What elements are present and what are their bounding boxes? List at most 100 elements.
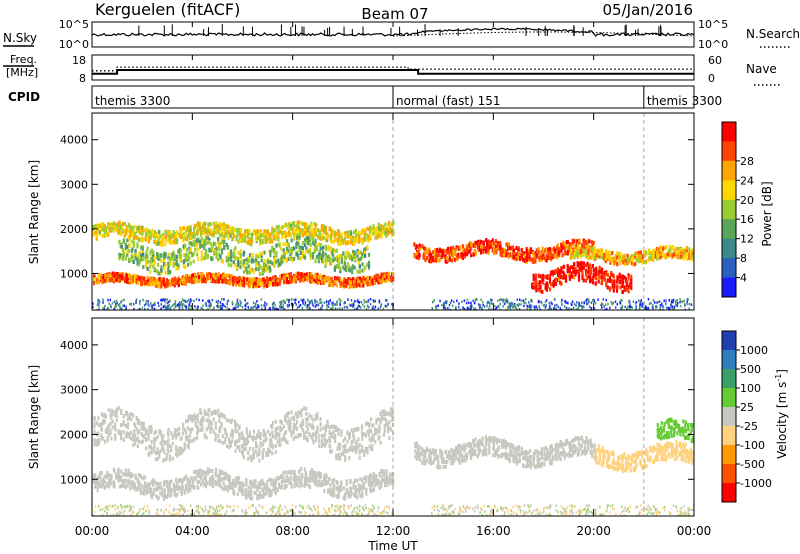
power-cell <box>266 303 268 306</box>
velocity-cell <box>162 446 165 451</box>
power-cell <box>392 308 395 310</box>
power-cell <box>670 304 672 307</box>
power-cell <box>158 304 160 308</box>
power-cell <box>289 274 293 279</box>
power-cell <box>277 243 280 247</box>
velocity-cell <box>171 435 174 440</box>
power-cell <box>677 250 680 255</box>
power-cell <box>472 243 475 248</box>
power-cell <box>481 307 483 310</box>
power-cell <box>673 307 676 310</box>
power-cell <box>630 274 633 279</box>
power-cell <box>217 302 219 305</box>
power-cell <box>293 278 296 283</box>
power-cell <box>550 271 553 276</box>
freq-tick-bottom: 8 <box>79 72 86 85</box>
power-cell <box>360 278 363 282</box>
power-cell <box>163 305 165 308</box>
power-cell <box>573 255 576 260</box>
power-cell <box>286 242 289 247</box>
power-cell <box>281 254 284 259</box>
power-cell <box>252 306 254 310</box>
power-cell <box>132 260 135 265</box>
power-cell <box>149 259 152 264</box>
power-cell <box>192 280 195 285</box>
power-cell <box>132 254 135 259</box>
power-cell <box>218 252 221 257</box>
power-cell <box>291 277 294 282</box>
velocity-cell <box>182 448 185 453</box>
power-cell <box>629 258 632 263</box>
power-cell <box>605 303 607 306</box>
power-cell <box>442 303 445 307</box>
power-cell <box>92 302 94 305</box>
power-cell <box>178 254 181 259</box>
power-cell <box>276 308 278 310</box>
power-cell <box>255 261 258 266</box>
power-cell <box>303 243 307 248</box>
power-cell <box>248 231 251 236</box>
power-cell <box>483 305 486 308</box>
power-cell <box>534 251 537 256</box>
power-cell <box>170 252 173 257</box>
power-cell <box>218 247 221 252</box>
power-cell <box>219 233 222 238</box>
power-cell <box>173 283 176 288</box>
power-cell <box>188 251 191 256</box>
power-cell <box>627 257 630 261</box>
power-cell <box>673 305 676 309</box>
power-cell <box>561 253 564 258</box>
power-cell <box>452 255 455 260</box>
power-cell <box>593 307 596 310</box>
power-cell <box>446 308 449 310</box>
power-cell <box>209 302 212 305</box>
power-cell <box>210 242 213 247</box>
power-cell <box>433 254 436 259</box>
power-cell <box>149 264 152 269</box>
velocity-cell <box>158 454 161 459</box>
power-cell <box>335 283 338 288</box>
power-cell <box>311 299 313 302</box>
power-cell <box>289 223 293 228</box>
power-cell <box>149 276 152 281</box>
power-cell <box>506 301 509 305</box>
power-cell <box>529 247 532 252</box>
velocity-cell <box>186 419 189 423</box>
colorbar-tick-label: 28 <box>740 155 754 168</box>
power-cell <box>250 278 253 283</box>
power-cell <box>178 302 180 306</box>
power-cell <box>177 283 180 288</box>
power-cell <box>227 308 230 310</box>
power-cell <box>279 227 282 232</box>
velocity-cell <box>200 420 203 425</box>
power-cell <box>115 305 117 308</box>
power-cell <box>574 269 577 274</box>
power-cell <box>322 254 325 259</box>
power-cell <box>551 272 554 277</box>
y-tick-label: 1000 <box>60 267 88 280</box>
power-cell <box>299 231 302 236</box>
power-cell <box>164 252 167 257</box>
power-cell <box>538 258 541 263</box>
power-cell <box>357 300 360 303</box>
power-cell <box>257 281 261 286</box>
power-cell <box>188 256 191 261</box>
power-cell <box>577 269 581 273</box>
velocity-cell <box>126 425 130 430</box>
power-cell <box>172 230 175 235</box>
power-cell <box>384 227 387 231</box>
power-cell <box>337 237 340 242</box>
power-cell <box>182 252 185 257</box>
power-cell <box>563 305 566 308</box>
power-cell <box>339 301 341 305</box>
power-cell <box>685 246 689 250</box>
power-cell <box>517 251 520 256</box>
power-cell <box>530 307 532 310</box>
power-cell <box>202 231 205 236</box>
power-cell <box>375 273 378 278</box>
power-cell <box>356 279 360 284</box>
power-cell <box>127 228 130 233</box>
power-cell <box>213 241 216 246</box>
power-cell <box>187 255 190 260</box>
power-cell <box>522 251 525 256</box>
